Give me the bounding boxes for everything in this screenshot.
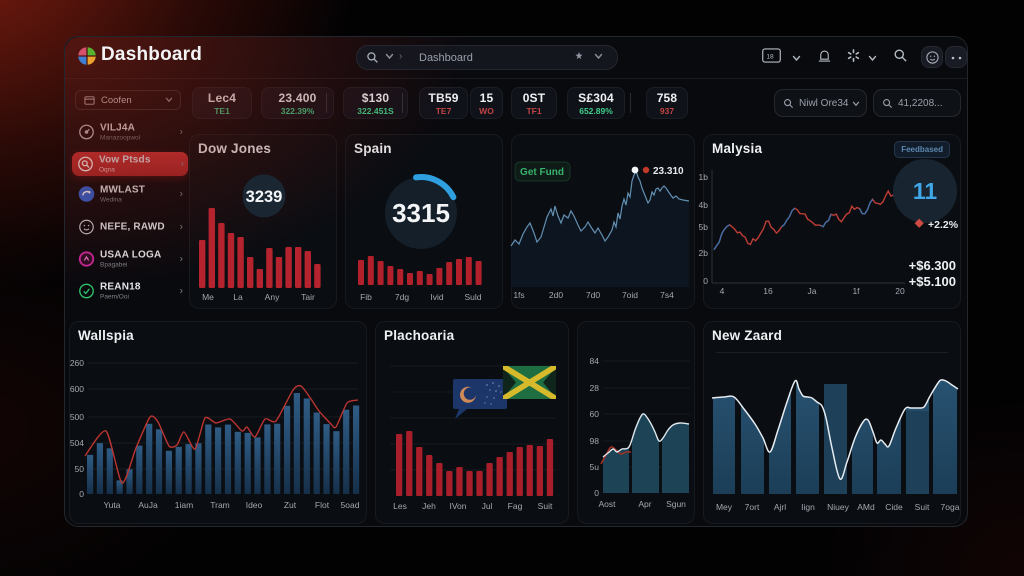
svg-text:18: 18: [766, 53, 774, 60]
